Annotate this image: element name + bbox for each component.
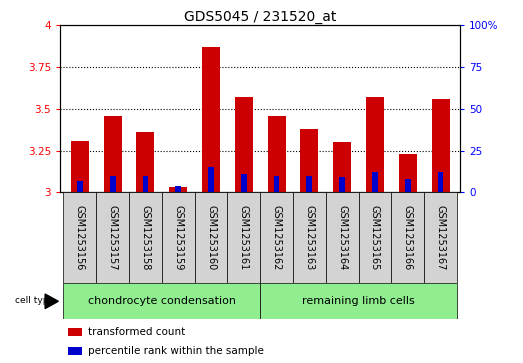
Bar [208,167,214,192]
Bar [104,115,122,192]
Bar [300,129,319,192]
Bar [137,132,154,192]
Bar [438,172,444,192]
Bar [71,140,89,192]
Text: remaining limb cells: remaining limb cells [302,296,415,306]
Bar [268,115,286,192]
Text: GSM1253167: GSM1253167 [436,205,446,270]
Bar [424,192,457,283]
Text: percentile rank within the sample: percentile rank within the sample [88,346,264,356]
Text: GSM1253165: GSM1253165 [370,205,380,270]
Bar [405,179,411,192]
Text: GSM1253164: GSM1253164 [337,205,347,270]
Text: GSM1253163: GSM1253163 [304,205,314,270]
Text: GSM1253158: GSM1253158 [140,205,151,270]
Bar [68,347,82,355]
Bar [293,192,326,283]
Text: GSM1253161: GSM1253161 [239,205,249,270]
Bar [228,192,260,283]
Bar [96,192,129,283]
Title: GDS5045 / 231520_at: GDS5045 / 231520_at [184,11,336,24]
Bar [110,176,116,192]
Bar [306,176,312,192]
Bar [162,192,195,283]
Bar [326,192,359,283]
Bar [235,97,253,192]
Text: GSM1253162: GSM1253162 [271,205,281,270]
Bar [241,174,247,192]
Bar [169,187,187,192]
Text: transformed count: transformed count [88,327,185,337]
Bar [339,178,345,192]
Bar [366,97,384,192]
Bar [63,192,96,283]
Bar [274,176,279,192]
Bar [63,283,260,319]
Bar [391,192,424,283]
Polygon shape [45,294,59,309]
Text: GSM1253160: GSM1253160 [206,205,216,270]
Bar [202,47,220,192]
Bar [372,172,378,192]
Bar [260,192,293,283]
Text: GSM1253159: GSM1253159 [173,205,183,270]
Bar [333,142,351,192]
Bar [359,192,391,283]
Text: GSM1253156: GSM1253156 [75,205,85,270]
Bar [175,186,181,192]
Text: cell type: cell type [15,296,54,305]
Bar [399,154,417,192]
Text: chondrocyte condensation: chondrocyte condensation [88,296,236,306]
Bar [195,192,228,283]
Bar [143,176,149,192]
Bar [431,99,450,192]
Text: GSM1253157: GSM1253157 [108,205,118,270]
Bar [68,328,82,336]
Bar [260,283,457,319]
Bar [77,181,83,192]
Text: GSM1253166: GSM1253166 [403,205,413,270]
Bar [129,192,162,283]
